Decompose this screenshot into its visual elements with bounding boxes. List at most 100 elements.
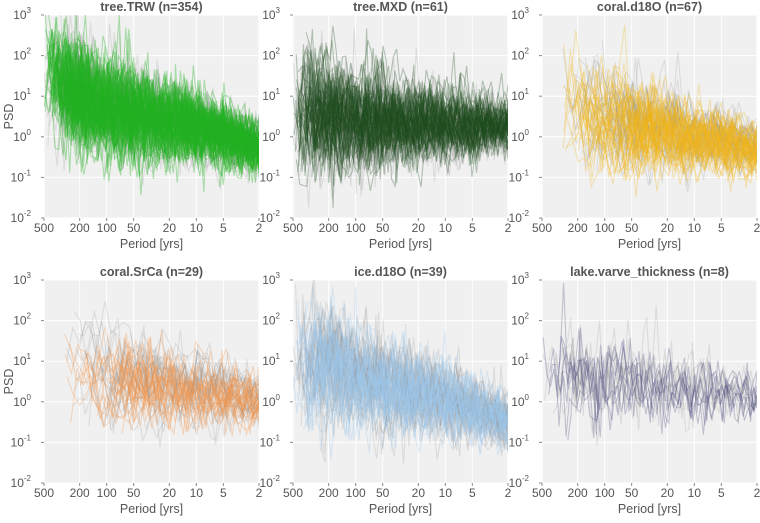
series-line	[580, 65, 757, 171]
series-line	[573, 106, 757, 174]
series-line	[305, 325, 508, 439]
series-line	[563, 43, 757, 164]
series-line	[303, 369, 508, 461]
series-line	[68, 49, 259, 152]
series-line	[96, 340, 259, 408]
series-line	[570, 94, 757, 171]
series-line	[116, 336, 259, 435]
series-line	[294, 325, 508, 449]
series-line	[51, 30, 259, 164]
series-line	[62, 32, 259, 162]
series-line	[621, 57, 757, 163]
series-line	[318, 83, 508, 194]
series-line	[118, 357, 259, 422]
series-line	[306, 346, 508, 440]
series-line	[45, 56, 259, 169]
y-tick-label: 101	[511, 352, 529, 368]
series-line	[296, 66, 508, 161]
series-line	[60, 52, 259, 155]
y-tick-label: 100	[511, 393, 529, 409]
series-line	[293, 77, 508, 165]
x-tick-label: 100	[595, 486, 615, 500]
series-line	[44, 16, 259, 160]
series-line	[303, 72, 508, 185]
series-line	[632, 108, 757, 171]
series-line	[575, 96, 757, 173]
series-line	[572, 61, 757, 176]
series-line	[48, 31, 259, 170]
series-line	[317, 74, 508, 163]
series-line	[310, 45, 508, 146]
x-tick-label: 20	[412, 221, 426, 235]
x-tick-label: 100	[595, 221, 615, 235]
x-axis-label: Period [yrs]	[120, 502, 183, 516]
series-line	[318, 303, 508, 432]
x-tick-label: 100	[346, 221, 366, 235]
series-line	[53, 44, 259, 168]
series-line	[61, 78, 259, 160]
series-line	[585, 64, 757, 160]
series-line	[314, 334, 508, 433]
x-tick-label: 500	[34, 221, 54, 235]
x-tick-label: 10	[439, 221, 453, 235]
y-tick-exponent: 1	[27, 352, 32, 361]
series-line	[319, 305, 508, 432]
series-line	[611, 84, 757, 154]
series-line	[632, 93, 757, 162]
y-tick-exponent: 3	[27, 6, 32, 15]
series-line	[296, 324, 508, 433]
series-line	[584, 99, 757, 166]
series-line	[68, 44, 259, 172]
series-line	[568, 77, 757, 164]
series-line	[297, 95, 508, 208]
y-tick-exponent: 1	[276, 87, 281, 96]
series-line	[310, 92, 508, 176]
series-line	[313, 84, 508, 169]
series-line	[73, 376, 259, 448]
series-line	[301, 87, 508, 173]
series-line	[45, 37, 259, 153]
series-line	[120, 343, 259, 424]
series-line	[293, 47, 508, 164]
series-line	[47, 37, 259, 158]
series-line	[61, 58, 259, 176]
series-line	[304, 300, 508, 426]
y-tick-label: 103	[511, 271, 529, 287]
series-line	[64, 70, 259, 174]
series-line	[295, 57, 508, 151]
series-line	[293, 312, 508, 437]
series-line	[293, 325, 508, 432]
y-tick-label: 10-1	[11, 433, 32, 449]
series-line	[50, 40, 259, 158]
x-tick-label: 10	[688, 486, 702, 500]
series-line	[47, 29, 259, 154]
series-line	[315, 312, 508, 438]
series-line	[49, 39, 259, 156]
series-line	[48, 44, 259, 160]
series-line	[315, 78, 508, 151]
x-tick-label: 200	[319, 221, 339, 235]
series-line	[64, 55, 259, 152]
series-line	[582, 84, 757, 182]
series-line	[311, 54, 508, 145]
series-line	[304, 324, 508, 441]
series-lines	[293, 280, 508, 465]
series-line	[579, 111, 757, 183]
series-line	[623, 101, 757, 170]
y-tick-exponent: -2	[24, 209, 32, 218]
x-tick-label: 100	[97, 221, 117, 235]
series-line	[297, 106, 508, 179]
series-line	[588, 99, 757, 167]
series-line	[48, 37, 259, 176]
series-line	[100, 353, 259, 416]
series-line	[623, 79, 757, 161]
series-line	[312, 104, 508, 177]
x-tick-label: 50	[625, 486, 639, 500]
series-line	[67, 15, 259, 169]
series-line	[603, 81, 757, 179]
series-line	[311, 324, 508, 443]
series-line	[58, 70, 259, 164]
x-tick-label: 2	[754, 221, 760, 235]
